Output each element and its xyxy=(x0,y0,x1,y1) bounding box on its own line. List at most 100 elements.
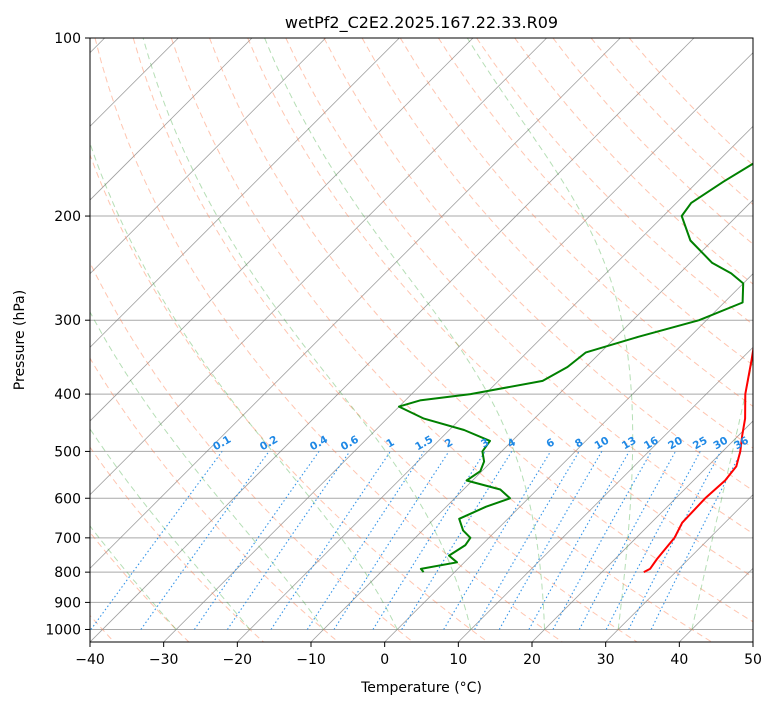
dry-adiabat-line xyxy=(90,153,488,642)
x-axis: −40 −30 −20 −10 0 10 20 30 40 50 xyxy=(75,642,762,668)
dry-adiabat-line xyxy=(247,38,753,578)
mixing-ratio-line xyxy=(443,451,552,630)
x-tick-label: −30 xyxy=(149,652,179,668)
dry-adiabat-line xyxy=(94,38,563,642)
y-tick-label: 400 xyxy=(54,387,81,403)
x-tick-label: −40 xyxy=(75,652,105,668)
temperature-profile-line xyxy=(643,344,753,573)
mixing-ratio-label: 0.4 xyxy=(308,434,330,454)
mixing-ratio-line xyxy=(552,451,652,630)
y-axis-label: Pressure (hPa) xyxy=(12,290,28,390)
dry-adiabat-line xyxy=(590,38,753,206)
isotherm-line xyxy=(531,420,753,642)
mixing-ratio-line xyxy=(528,451,630,630)
mixing-ratio-label: 13 xyxy=(620,435,639,453)
y-tick-label: 100 xyxy=(54,31,81,47)
y-tick-label: 500 xyxy=(54,444,81,460)
isotherm-line xyxy=(752,641,753,642)
isotherm-line xyxy=(605,494,753,642)
mixing-ratio-label: 0.1 xyxy=(211,434,233,454)
mixing-ratio-label: 25 xyxy=(691,435,710,453)
mixing-ratio-label: 1.5 xyxy=(413,434,435,454)
isotherm-line xyxy=(90,38,253,201)
background-lines xyxy=(90,38,775,642)
moist-adiabat-line xyxy=(90,141,398,630)
mixing-ratio-label: 30 xyxy=(711,435,730,453)
mixing-ratio-line xyxy=(605,451,701,630)
y-tick-label: 800 xyxy=(54,565,81,581)
y-tick-label: 600 xyxy=(54,491,81,507)
x-tick-label: −10 xyxy=(296,652,326,668)
dry-adiabat-line xyxy=(285,38,753,535)
dewpoint-profile-line xyxy=(398,162,753,573)
moist-adiabat-line xyxy=(142,38,472,630)
x-tick-label: −20 xyxy=(223,652,253,668)
dry-adiabat-line xyxy=(323,38,753,492)
dry-adiabat-line xyxy=(90,261,414,642)
isotherm-line xyxy=(90,38,621,569)
isotherm-line xyxy=(90,38,326,275)
moist-adiabat-line xyxy=(766,38,775,630)
isotherm-line xyxy=(237,125,753,642)
isotherm-line xyxy=(163,52,753,642)
moist-adiabat-line xyxy=(90,427,251,630)
mixing-ratio-label: 36 xyxy=(732,435,751,453)
y-tick-label: 1000 xyxy=(45,622,81,638)
mixing-ratio-label: 10 xyxy=(593,435,612,453)
y-tick-label: 700 xyxy=(54,531,81,547)
mixing-ratio-label: 6 xyxy=(544,436,556,450)
dry-adiabat-line xyxy=(90,531,190,642)
mixing-ratio-label: 4 xyxy=(506,436,518,450)
mixing-ratio-label: 20 xyxy=(666,435,685,453)
mixing-ratio-line xyxy=(193,451,320,630)
mixing-ratio-line xyxy=(226,451,351,630)
mixing-ratio-label: 16 xyxy=(642,435,661,453)
y-tick-label: 300 xyxy=(54,313,81,329)
mixing-ratio-line xyxy=(578,451,676,630)
moist-adiabat-line xyxy=(466,38,634,630)
mixing-ratio-line xyxy=(628,451,722,630)
grid-bounds xyxy=(90,38,753,642)
y-axis: 100 200 300 400 500 600 700 800 900 1000 xyxy=(45,31,90,638)
mixing-ratio-line xyxy=(650,451,742,630)
dry-adiabat-line xyxy=(476,38,753,326)
isotherm-line xyxy=(90,38,400,348)
dry-adiabat-line xyxy=(170,38,712,642)
dry-adiabat-line xyxy=(90,357,339,642)
mixing-ratio-line xyxy=(498,451,603,630)
x-axis-label: Temperature (°C) xyxy=(360,680,482,696)
x-tick-label: 50 xyxy=(744,652,762,668)
x-tick-label: 10 xyxy=(449,652,467,668)
mixing-ratio-line xyxy=(270,451,391,630)
dry-adiabat-line xyxy=(209,38,753,623)
isotherm-line xyxy=(90,38,547,496)
chart-title: wetPf2_C2E2.2025.167.22.33.R09 xyxy=(285,13,558,33)
x-tick-label: 40 xyxy=(670,652,688,668)
mixing-ratio-label: 2 xyxy=(443,436,455,450)
mixing-ratio-label: 0.6 xyxy=(339,434,361,454)
x-tick-label: 30 xyxy=(597,652,615,668)
isotherm-line xyxy=(90,38,695,642)
dry-adiabat-line xyxy=(90,446,264,642)
isotherm-line xyxy=(458,346,753,642)
isotherm-line xyxy=(90,38,474,422)
dry-adiabat-line xyxy=(437,38,753,366)
moist-adiabat-line xyxy=(90,525,177,630)
x-tick-label: 0 xyxy=(380,652,389,668)
moist-adiabat-line xyxy=(691,356,753,630)
mixing-ratio-line xyxy=(474,451,580,630)
x-tick-label: 20 xyxy=(523,652,541,668)
isotherm-line xyxy=(310,199,753,642)
profile-lines xyxy=(398,162,753,573)
moist-adiabat-line xyxy=(264,38,545,630)
y-tick-label: 900 xyxy=(54,595,81,611)
mixing-ratio-label: 3 xyxy=(479,436,491,450)
mixing-ratio-line xyxy=(333,451,450,630)
isotherm-line xyxy=(384,273,753,642)
moist-adiabat-line xyxy=(90,311,324,630)
plot-frame xyxy=(89,37,754,643)
y-tick-label: 200 xyxy=(54,209,81,225)
mixing-ratio-label: 1 xyxy=(384,436,396,450)
isotherm-line xyxy=(679,567,753,642)
